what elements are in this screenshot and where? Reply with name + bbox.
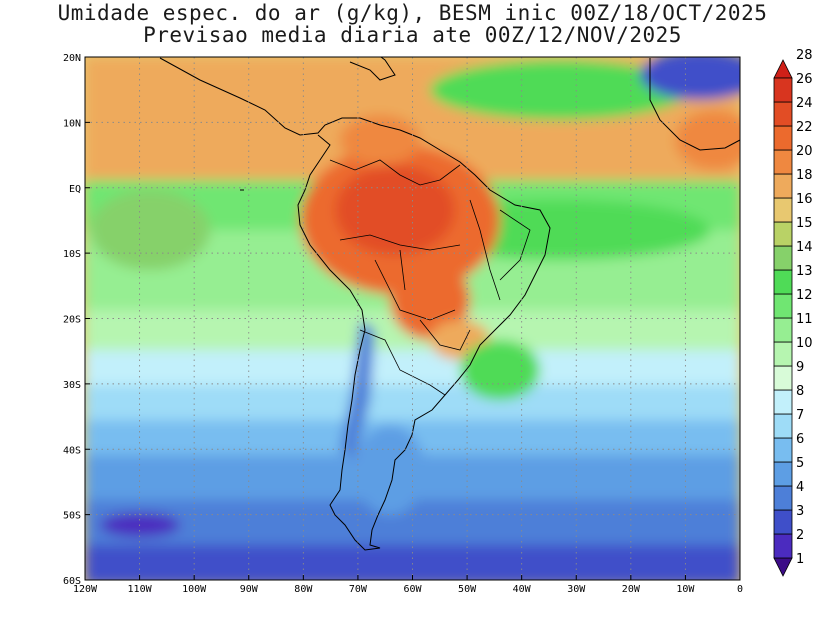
colorbar-label: 28 — [796, 48, 813, 63]
colorbar-swatch — [773, 389, 793, 415]
colorbar-swatch — [773, 173, 793, 199]
x-tick-label: 80W — [294, 584, 313, 595]
colorbar-label: 3 — [796, 504, 804, 519]
colorbar-swatch — [773, 485, 793, 511]
colorbar-swatch — [773, 197, 793, 223]
title-line-1: Umidade espec. do ar (g/kg), BESM inic 0… — [57, 1, 768, 25]
colorbar-label: 7 — [796, 408, 804, 423]
x-tick-label: 0 — [737, 584, 743, 595]
colorbar-label: 4 — [796, 480, 804, 495]
x-tick-label: 70W — [349, 584, 368, 595]
colorbar-label: 24 — [796, 96, 813, 111]
colorbar-label: 14 — [796, 240, 813, 255]
x-tick-label: 10W — [676, 584, 695, 595]
colorbar-swatch — [773, 533, 793, 559]
x-tick-label: 30W — [567, 584, 586, 595]
y-tick-label: 40S — [63, 445, 81, 456]
y-tick-label: 60S — [63, 576, 81, 587]
colorbar-label: 15 — [796, 216, 813, 231]
colorbar-swatch — [773, 125, 793, 151]
colorbar-swatch — [773, 437, 793, 463]
colorbar-swatch — [773, 317, 793, 343]
coastlines — [159, 57, 740, 551]
colorbar-label: 10 — [796, 336, 813, 351]
colorbar-label: 11 — [796, 312, 813, 327]
colorbar-label: 18 — [796, 168, 813, 183]
colorbar-label: 20 — [796, 144, 813, 159]
x-tick-label: 50W — [458, 584, 477, 595]
colorbar-swatch — [773, 149, 793, 175]
colorbar-label: 9 — [796, 360, 804, 375]
colorbar-swatch — [773, 365, 793, 391]
title-line-2: Previsao media diaria ate 00Z/12/NOV/202… — [143, 23, 682, 47]
x-tick-label: 20W — [622, 584, 641, 595]
colorbar-label: 2 — [796, 528, 804, 543]
gridlines — [85, 57, 740, 580]
y-axis: 20N 10N EQ 10S 20S 30S 40S 50S 60S — [63, 53, 90, 587]
colorbar-swatch — [773, 245, 793, 271]
x-tick-label: 100W — [182, 584, 207, 595]
x-tick-label: 60W — [403, 584, 422, 595]
colorbar-swatch — [773, 341, 793, 367]
colorbar-label: 6 — [796, 432, 804, 447]
colorbar-swatch — [773, 269, 793, 295]
colorbar-swatch — [773, 77, 793, 103]
colorbar-swatch — [773, 293, 793, 319]
colorbar-swatch — [773, 101, 793, 127]
colorbar-label: 5 — [796, 456, 804, 471]
colorbar-swatch — [773, 221, 793, 247]
colorbar-label: 8 — [796, 384, 804, 399]
y-tick-label: 20N — [63, 53, 81, 64]
colorbar-label: 26 — [796, 72, 813, 87]
y-tick-label: 10N — [63, 118, 81, 129]
y-tick-label: 30S — [63, 380, 81, 391]
y-tick-label: 50S — [63, 511, 81, 522]
colorbar-min-triangle — [773, 557, 793, 577]
colorbar-label: 1 — [796, 552, 804, 567]
y-tick-label: 20S — [63, 315, 81, 326]
colorbar-label: 16 — [796, 192, 813, 207]
colorbar-swatch — [773, 461, 793, 487]
colorbar-label: 13 — [796, 264, 813, 279]
colorbar-swatch — [773, 413, 793, 439]
colorbar-max-triangle — [773, 59, 793, 79]
x-tick-label: 110W — [128, 584, 153, 595]
country-borders — [329, 159, 531, 396]
colorbar-label: 22 — [796, 120, 813, 135]
x-tick-label: 120W — [73, 584, 98, 595]
map-title: Umidade espec. do ar (g/kg), BESM inic 0… — [0, 2, 825, 46]
colorbar-swatch — [773, 509, 793, 535]
y-tick-label: EQ — [69, 184, 81, 195]
colorbar-label: 12 — [796, 288, 813, 303]
map-field — [85, 57, 740, 580]
x-tick-label: 40W — [513, 584, 532, 595]
x-tick-label: 90W — [240, 584, 259, 595]
x-axis: 120W 110W 100W 90W 80W 70W 60W 50W 40W 30W 20W 10W 0 — [73, 575, 743, 595]
y-tick-label: 10S — [63, 249, 81, 260]
